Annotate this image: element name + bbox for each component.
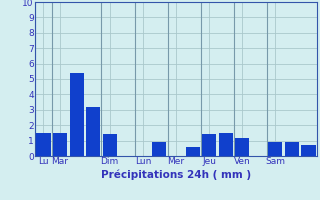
- Bar: [152, 142, 166, 156]
- Bar: [301, 145, 316, 156]
- Bar: [53, 133, 67, 156]
- Bar: [268, 142, 283, 156]
- Bar: [285, 142, 299, 156]
- Bar: [103, 134, 117, 156]
- Bar: [186, 147, 200, 156]
- X-axis label: Précipitations 24h ( mm ): Précipitations 24h ( mm ): [101, 169, 251, 180]
- Bar: [69, 73, 84, 156]
- Bar: [202, 134, 216, 156]
- Bar: [219, 133, 233, 156]
- Bar: [36, 133, 51, 156]
- Bar: [235, 138, 249, 156]
- Bar: [86, 107, 100, 156]
